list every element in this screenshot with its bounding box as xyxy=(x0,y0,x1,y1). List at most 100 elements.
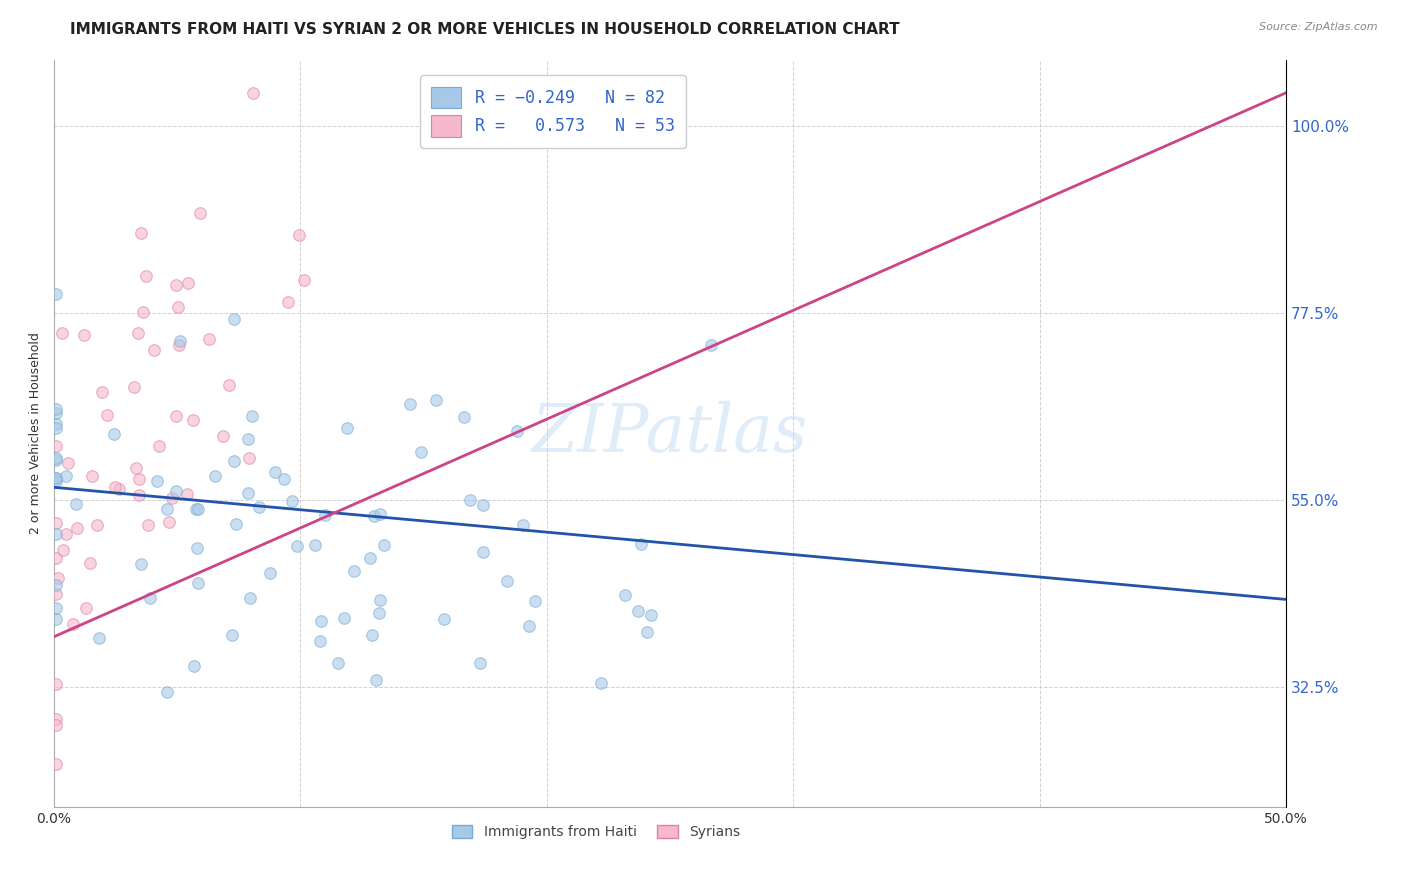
Point xyxy=(139,591,162,605)
Point xyxy=(51,326,73,341)
Point xyxy=(314,508,336,523)
Point xyxy=(45,417,67,431)
Point xyxy=(45,421,67,435)
Point xyxy=(176,487,198,501)
Point xyxy=(55,468,77,483)
Point xyxy=(45,601,67,615)
Point xyxy=(630,537,652,551)
Point xyxy=(45,718,67,732)
Point xyxy=(433,612,456,626)
Point xyxy=(86,517,108,532)
Point xyxy=(523,593,546,607)
Point xyxy=(591,676,613,690)
Point xyxy=(308,634,330,648)
Point xyxy=(45,287,67,301)
Point xyxy=(399,397,422,411)
Point xyxy=(156,685,179,699)
Point xyxy=(62,617,84,632)
Point xyxy=(131,226,153,240)
Point xyxy=(453,409,475,424)
Point xyxy=(225,517,247,532)
Point xyxy=(304,538,326,552)
Point xyxy=(277,295,299,310)
Point xyxy=(366,673,388,688)
Point xyxy=(190,205,212,219)
Point xyxy=(309,614,332,628)
Point xyxy=(165,484,187,499)
Point xyxy=(65,497,87,511)
Point xyxy=(238,451,260,466)
Point xyxy=(165,278,187,293)
Point xyxy=(45,612,67,626)
Point xyxy=(45,677,67,691)
Point xyxy=(368,606,391,620)
Point xyxy=(58,457,80,471)
Point xyxy=(160,491,183,505)
Point xyxy=(55,527,77,541)
Point xyxy=(73,328,96,343)
Point xyxy=(281,494,304,508)
Point xyxy=(135,268,157,283)
Point xyxy=(373,538,395,552)
Point xyxy=(122,380,145,394)
Point xyxy=(239,591,262,605)
Point xyxy=(273,472,295,486)
Text: IMMIGRANTS FROM HAITI VS SYRIAN 2 OR MORE VEHICLES IN HOUSEHOLD CORRELATION CHAR: IMMIGRANTS FROM HAITI VS SYRIAN 2 OR MOR… xyxy=(70,22,900,37)
Point xyxy=(45,474,67,488)
Point xyxy=(107,483,129,497)
Point xyxy=(328,656,350,670)
Point xyxy=(45,470,67,484)
Point xyxy=(222,312,245,326)
Point xyxy=(288,228,311,243)
Point xyxy=(82,469,104,483)
Point xyxy=(221,628,243,642)
Point xyxy=(129,557,152,571)
Point xyxy=(242,86,264,100)
Point xyxy=(222,454,245,468)
Y-axis label: 2 or more Vehicles in Household: 2 or more Vehicles in Household xyxy=(30,333,42,534)
Point xyxy=(138,518,160,533)
Point xyxy=(517,619,540,633)
Point xyxy=(146,475,169,489)
Point xyxy=(132,305,155,319)
Point xyxy=(285,539,308,553)
Point xyxy=(104,480,127,494)
Point xyxy=(45,586,67,600)
Point xyxy=(614,588,637,602)
Point xyxy=(343,564,366,578)
Point xyxy=(361,628,384,642)
Point xyxy=(198,332,221,346)
Point xyxy=(495,574,517,588)
Point xyxy=(45,516,67,530)
Point xyxy=(370,508,392,522)
Point xyxy=(512,518,534,533)
Point xyxy=(169,334,191,349)
Point xyxy=(45,757,67,772)
Point xyxy=(240,409,263,424)
Point xyxy=(263,465,285,479)
Point xyxy=(218,378,240,392)
Text: ZIPatlas: ZIPatlas xyxy=(531,401,808,466)
Point xyxy=(238,432,260,446)
Point xyxy=(125,461,148,475)
Point xyxy=(91,385,114,400)
Point xyxy=(45,471,67,485)
Point xyxy=(627,605,650,619)
Point xyxy=(166,301,188,315)
Point xyxy=(127,326,149,340)
Point xyxy=(363,508,385,523)
Point xyxy=(470,656,492,670)
Point xyxy=(211,429,233,443)
Point xyxy=(187,501,209,516)
Point xyxy=(156,502,179,516)
Point xyxy=(460,492,482,507)
Point xyxy=(45,578,67,592)
Point xyxy=(165,409,187,423)
Point xyxy=(75,601,97,615)
Point xyxy=(45,712,67,726)
Point xyxy=(636,625,658,640)
Point xyxy=(103,426,125,441)
Point xyxy=(336,421,359,435)
Point xyxy=(167,338,190,352)
Point xyxy=(640,608,662,623)
